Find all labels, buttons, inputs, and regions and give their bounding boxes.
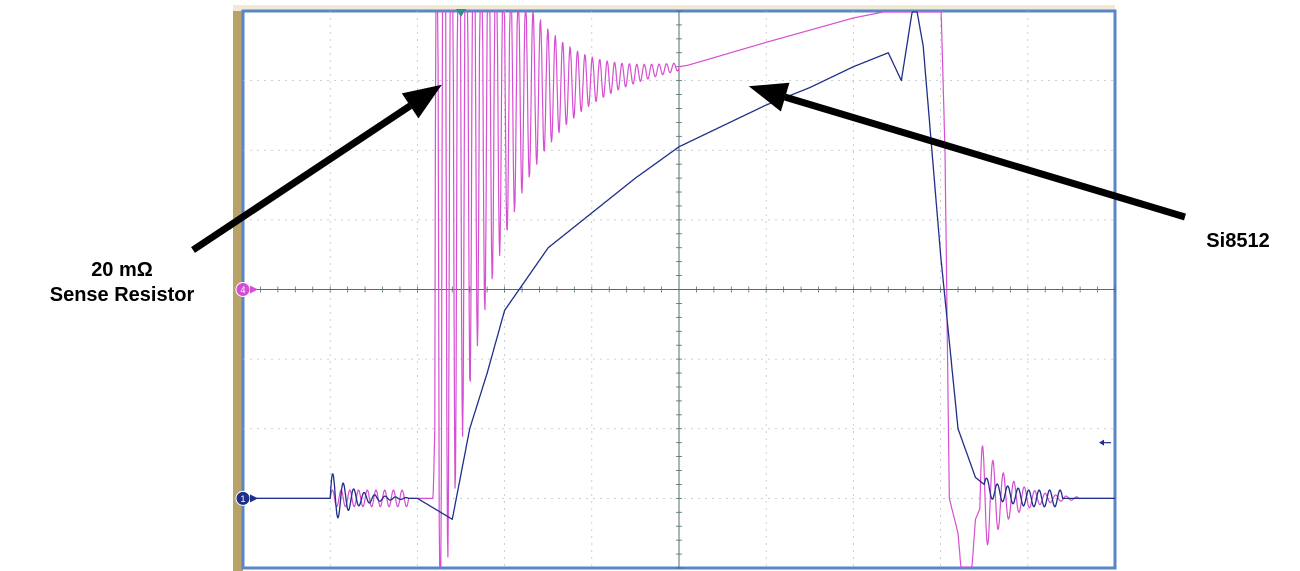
trace-sense-resistor: [242, 11, 1116, 568]
traces: [242, 11, 1116, 568]
channel-markers: 41: [235, 9, 1111, 506]
annotation-arrows: [191, 82, 1187, 253]
channel-1-label: 1: [240, 494, 245, 504]
trace-si8512: [242, 11, 1116, 520]
level-arrow-icon: [1099, 439, 1104, 446]
annotation-si8512: Si8512: [1206, 230, 1269, 252]
channel-1-arrow-icon: [250, 494, 258, 503]
arrow-si8512-shaft: [784, 93, 1187, 221]
arrow-sense-resistor-head: [401, 84, 442, 119]
channel-4-label: 4: [240, 285, 245, 295]
arrow-si8512-head: [748, 82, 790, 112]
arrow-sense-resistor-shaft: [191, 102, 413, 253]
channel-4-arrow-icon: [250, 285, 258, 294]
annotation-sense-resistor-line1: 20 mΩ: [91, 259, 153, 281]
annotation-sense-resistor-line2: Sense Resistor: [50, 284, 195, 306]
screen-top-strip: [233, 5, 1115, 11]
trigger-marker-icon: [456, 9, 466, 17]
